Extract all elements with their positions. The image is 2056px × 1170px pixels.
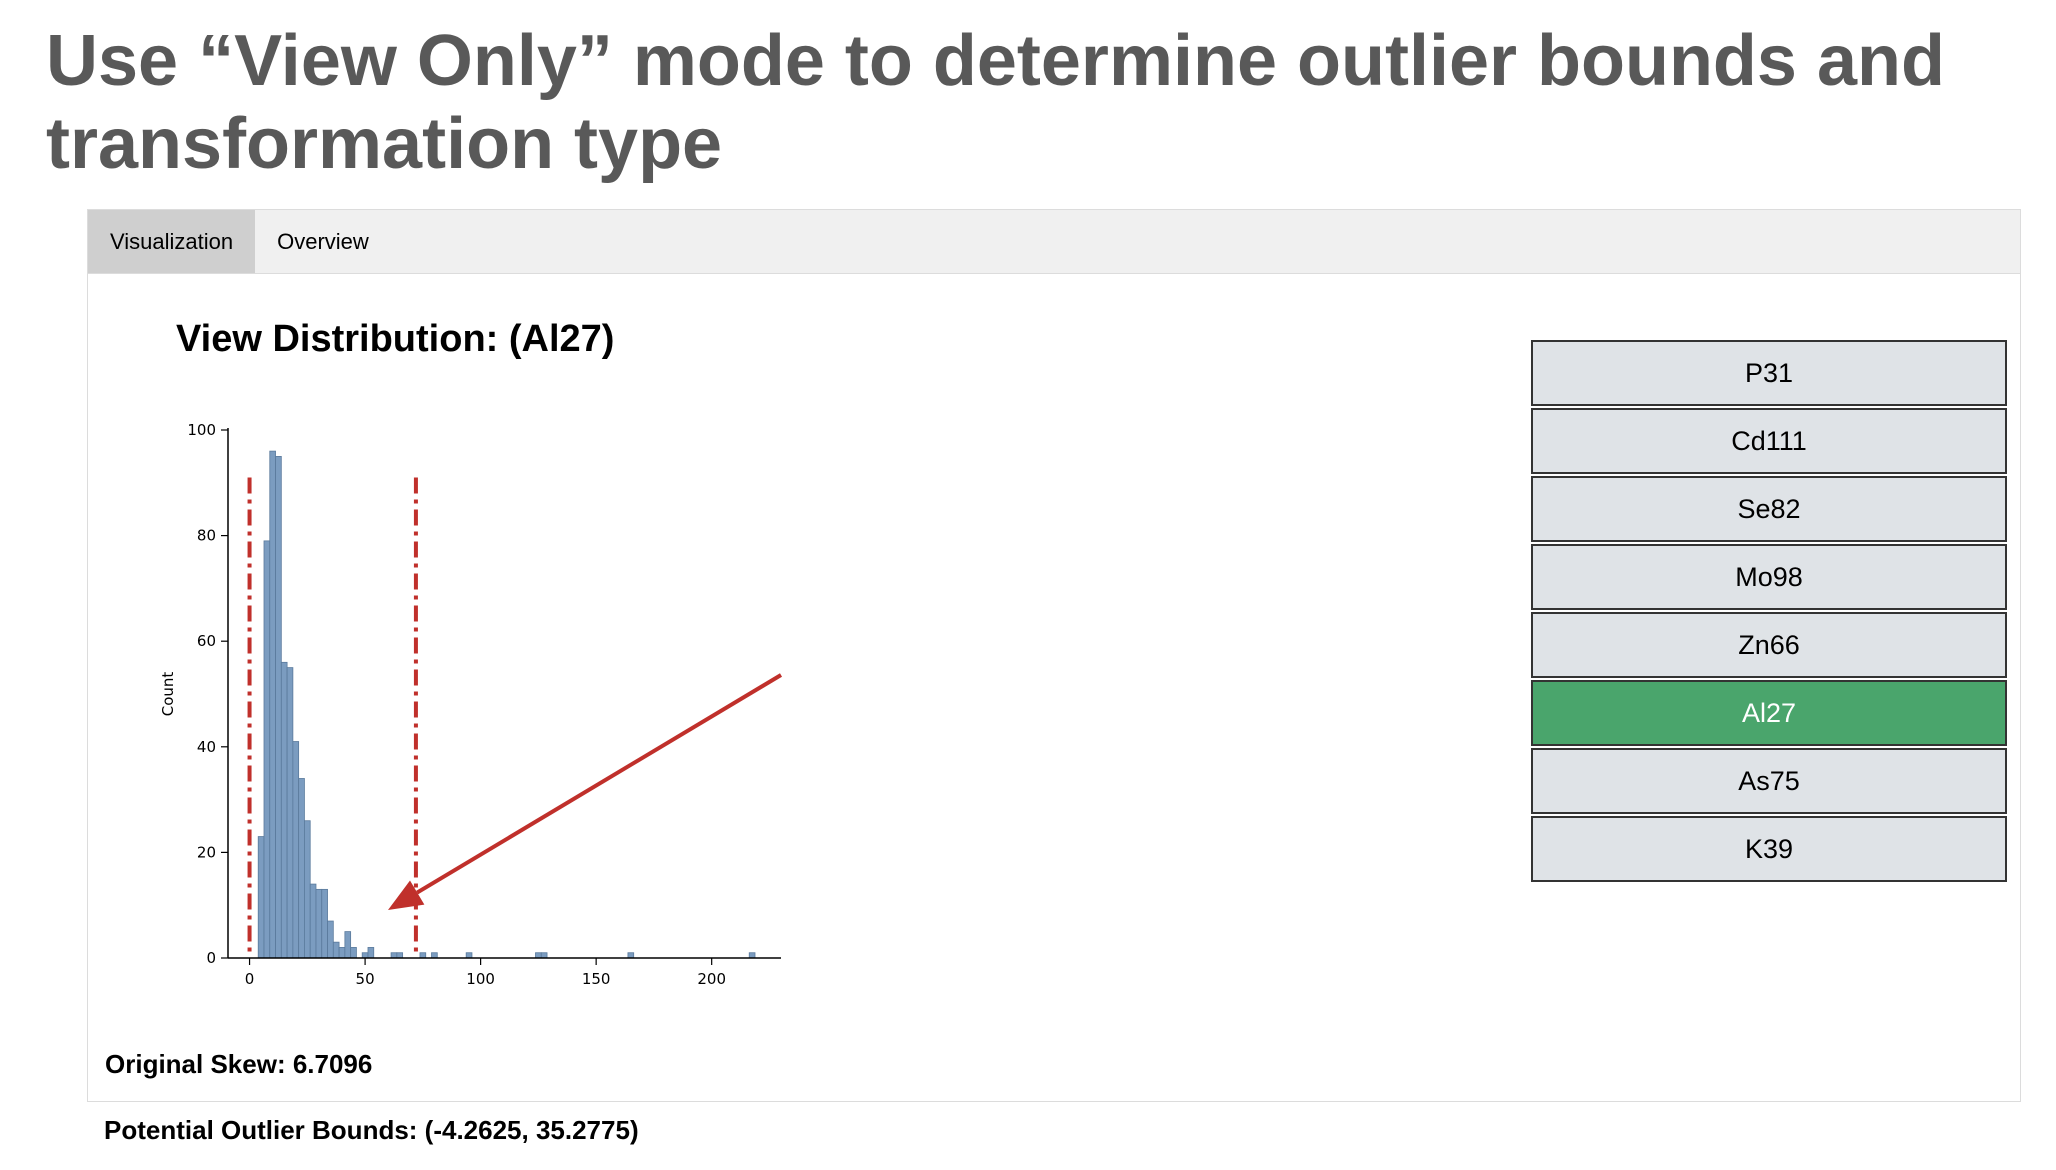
histogram-bar bbox=[627, 952, 635, 959]
histogram-bar bbox=[419, 952, 427, 959]
x-tick-label: 100 bbox=[466, 970, 495, 988]
tab-visualization[interactable]: Visualization bbox=[88, 210, 256, 273]
histogram-bar bbox=[390, 952, 398, 959]
histogram-bar bbox=[304, 820, 311, 959]
histogram-bar bbox=[344, 931, 352, 959]
histogram-chart: 0 20 40 60 80 100 0 50 100 150 200 Count bbox=[159, 421, 783, 988]
histogram-bar bbox=[298, 778, 305, 959]
element-list: P31 Cd111 Se82 Mo98 Zn66 Al27 As75 K39 bbox=[1531, 340, 2007, 884]
y-tick-label: 80 bbox=[197, 527, 216, 545]
chart-title: View Distribution: (Al27) bbox=[176, 318, 615, 360]
histogram-bar bbox=[361, 952, 369, 959]
histogram-bar bbox=[396, 952, 404, 959]
x-tick-label: 0 bbox=[245, 970, 255, 988]
y-tick-label: 60 bbox=[197, 632, 216, 650]
y-tick-label: 40 bbox=[197, 738, 216, 756]
histogram-bar bbox=[286, 667, 294, 959]
histogram-bar bbox=[280, 661, 288, 959]
tab-overview[interactable]: Overview bbox=[277, 229, 369, 254]
original-skew-text: Original Skew: 6.7096 bbox=[105, 1049, 373, 1079]
element-button-cd111[interactable]: Cd111 bbox=[1531, 408, 2007, 474]
slide-title: Use “View Only” mode to determine outlie… bbox=[46, 21, 1945, 184]
histogram-bar bbox=[275, 456, 282, 959]
histogram-bar bbox=[292, 741, 300, 959]
element-button-k39[interactable]: K39 bbox=[1531, 816, 2007, 882]
histogram-bar bbox=[263, 540, 271, 959]
histogram-bar bbox=[321, 888, 328, 959]
histogram-bar bbox=[748, 952, 756, 959]
y-tick-label: 20 bbox=[197, 843, 216, 861]
y-axis-label: Count bbox=[159, 672, 177, 717]
element-button-al27[interactable]: Al27 bbox=[1531, 680, 2007, 746]
histogram-bar bbox=[309, 883, 317, 959]
y-tick-label: 100 bbox=[187, 421, 216, 439]
element-button-p31[interactable]: P31 bbox=[1531, 340, 2007, 406]
histogram-bar bbox=[338, 947, 346, 959]
element-button-zn66[interactable]: Zn66 bbox=[1531, 612, 2007, 678]
x-tick-label: 200 bbox=[697, 970, 726, 988]
element-button-se82[interactable]: Se82 bbox=[1531, 476, 2007, 542]
y-tick-label: 0 bbox=[206, 949, 216, 967]
histogram-bar bbox=[269, 450, 276, 959]
visualization-panel: Visualization Overview View Distribution… bbox=[87, 209, 2021, 1102]
histogram-bar bbox=[332, 941, 340, 959]
element-button-mo98[interactable]: Mo98 bbox=[1531, 544, 2007, 610]
histogram-bar bbox=[257, 836, 265, 959]
element-button-as75[interactable]: As75 bbox=[1531, 748, 2007, 814]
histogram-bar bbox=[367, 947, 375, 959]
histogram-bar bbox=[465, 952, 473, 959]
histogram-bar bbox=[431, 952, 438, 959]
histogram-bar bbox=[315, 888, 323, 959]
histogram-bar bbox=[327, 920, 334, 959]
histogram-bar bbox=[540, 952, 548, 959]
histogram-bar bbox=[535, 952, 542, 959]
outlier-bounds-text: Potential Outlier Bounds: (-4.2625, 35.2… bbox=[104, 1115, 639, 1145]
tab-bar: Visualization Overview bbox=[88, 210, 2020, 274]
histogram-bar bbox=[350, 947, 357, 959]
x-tick-label: 50 bbox=[356, 970, 375, 988]
annotation-arrow-icon bbox=[416, 673, 783, 895]
x-tick-label: 150 bbox=[582, 970, 611, 988]
annotation-arrowhead-icon bbox=[388, 880, 425, 910]
